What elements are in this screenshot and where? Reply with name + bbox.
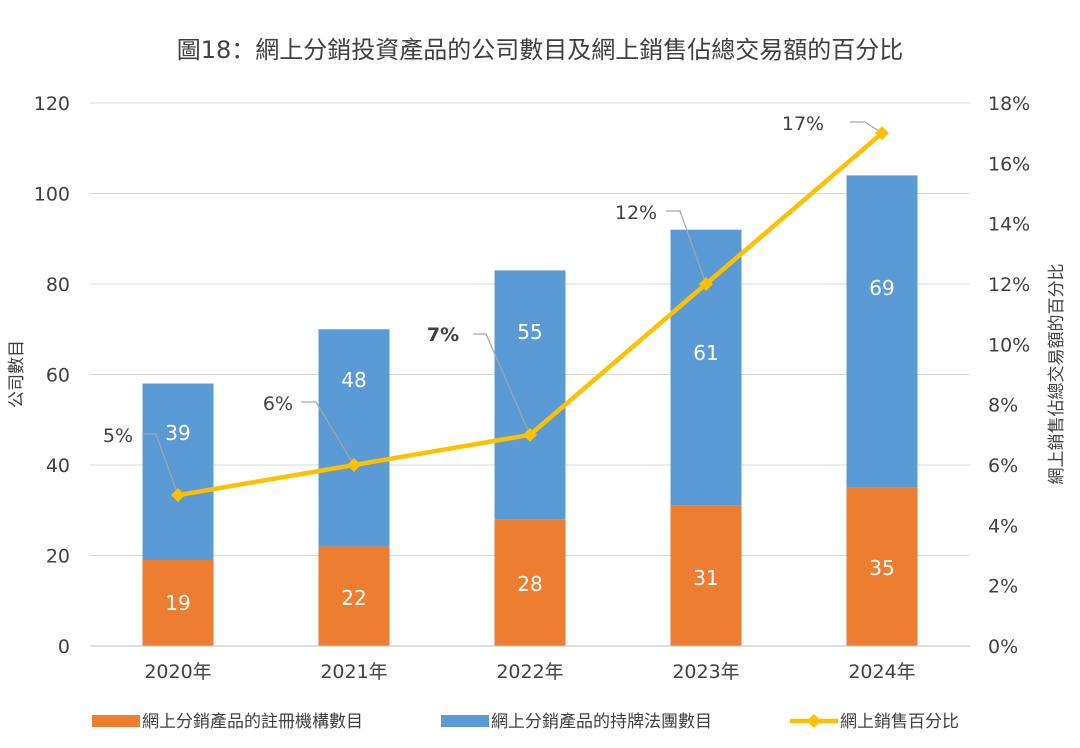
legend-marker [807, 714, 821, 728]
bar-segment-registered [846, 487, 918, 646]
bar-value-label: 48 [341, 368, 366, 392]
leader-lines [142, 121, 883, 496]
y-tick-label: 120 [34, 93, 70, 115]
bar-segment-registered [142, 560, 214, 646]
leader-line [473, 333, 531, 436]
bar-segment-licensed [494, 270, 566, 520]
bar-segment-licensed [318, 329, 390, 547]
line-value-label: 17% [782, 113, 824, 135]
bar-segment-registered [318, 546, 390, 646]
leader-line [666, 210, 707, 285]
bar-value-label: 35 [869, 556, 894, 580]
bar-group [142, 175, 918, 646]
x-tick-label: 2020年 [144, 661, 211, 683]
y-tick-label: 60 [46, 365, 70, 387]
line-value-label: 6% [263, 393, 293, 415]
y2-tick-label: 2% [988, 576, 1018, 598]
y2-tick-label: 0% [988, 636, 1018, 658]
legend-label: 網上分銷產品的註冊機構數目 [142, 712, 363, 732]
bar-value-label: 31 [693, 566, 718, 590]
bar-value-label: 28 [517, 572, 542, 596]
leader-line [301, 401, 355, 466]
legend-label: 網上分銷產品的持牌法團數目 [491, 712, 712, 732]
x-tick-label: 2022年 [496, 661, 563, 683]
line-marker [347, 458, 361, 472]
x-tick-label: 2023年 [672, 661, 739, 683]
bar-segment-licensed [846, 175, 918, 488]
leader-line [142, 433, 179, 496]
y2-tick-label: 12% [988, 274, 1030, 296]
line-value-label: 7% [427, 324, 459, 346]
bar-segment-registered [494, 519, 566, 646]
y2-tick-label: 16% [988, 153, 1030, 175]
y2-tick-label: 14% [988, 214, 1030, 236]
bar-value-label: 22 [341, 586, 366, 610]
line-value-label: 12% [615, 202, 657, 224]
y-tick-label: 20 [46, 546, 70, 568]
leader-line [850, 121, 883, 134]
y2-axis-title: 網上銷售佔總交易額的百分比 [1047, 264, 1067, 485]
line-marker [523, 427, 537, 442]
bar-labels: 19 22 28 31 35 39 48 55 61 69 [165, 276, 894, 615]
y-tick-label: 80 [46, 274, 70, 296]
bar-value-label: 61 [693, 341, 718, 365]
line-series [171, 126, 889, 503]
x-tick-label: 2024年 [848, 661, 915, 683]
y2-tick-label: 4% [988, 515, 1018, 537]
line-labels: 5% 6% 7% 12% 17% [103, 113, 824, 447]
legend-swatch [441, 715, 489, 727]
y2-tick-label: 10% [988, 334, 1030, 356]
y2-tick-label: 8% [988, 395, 1018, 417]
axes: 0 20 40 60 80 100 120 0% 2% 4% 6% 8% 10% 12% 14% 16% 18%… [34, 93, 1031, 683]
chart-title: 圖18：網上分銷投資產品的公司數目及網上銷售佔總交易額的百分比 [177, 36, 904, 64]
legend-label: 網上銷售百分比 [840, 712, 959, 732]
bar-value-label: 39 [165, 421, 190, 445]
y2-tick-label: 18% [988, 93, 1030, 115]
line-marker [699, 277, 713, 291]
y-tick-label: 0 [58, 636, 70, 658]
line-value-label: 5% [103, 425, 133, 447]
bar-value-label: 69 [869, 276, 894, 300]
bar-value-label: 19 [165, 591, 190, 615]
y2-tick-label: 6% [988, 455, 1018, 477]
legend-swatch [92, 715, 140, 727]
line-marker [875, 126, 889, 141]
y-axis-title: 公司數目 [7, 340, 27, 408]
y-tick-label: 100 [34, 184, 70, 206]
y-tick-label: 40 [46, 455, 70, 477]
bar-value-label: 55 [517, 320, 542, 344]
bar-segment-licensed [670, 229, 742, 506]
legend: 網上分銷產品的註冊機構數目 網上分銷產品的持牌法團數目 網上銷售百分比 [92, 712, 959, 732]
line-marker [171, 488, 185, 503]
x-tick-label: 2021年 [320, 661, 387, 683]
bar-segment-registered [670, 505, 742, 646]
bar-segment-licensed [142, 383, 214, 561]
